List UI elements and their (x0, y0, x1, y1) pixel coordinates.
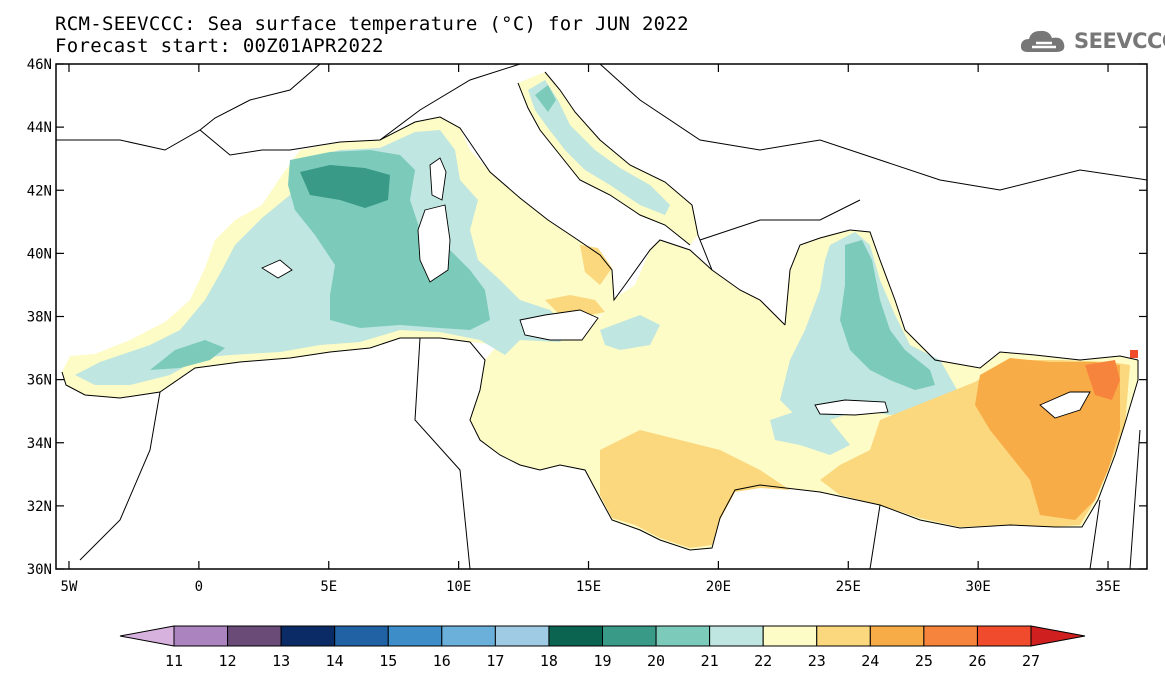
lon-tick-label: 5E (320, 579, 337, 595)
colorbar-swatch (655, 625, 711, 647)
colorbar-label: 22 (754, 652, 772, 670)
colorbar-swatch (602, 625, 657, 647)
coastline-africa (61, 337, 1139, 551)
island-crete (814, 399, 889, 416)
colorbar-label: 26 (968, 652, 986, 670)
colorbar-label: 14 (326, 652, 344, 670)
colorbar-swatch (709, 625, 764, 647)
border-balkans (599, 64, 1147, 191)
colorbar-swatch (387, 625, 443, 647)
border-levant (1089, 429, 1141, 569)
island-sicily (519, 309, 599, 341)
colorbar-label: 20 (647, 652, 665, 670)
coastline-north (56, 116, 786, 326)
sst-contour-20-21-balearic (150, 340, 225, 370)
colorbar-label: 25 (915, 652, 933, 670)
sst-contour-19-20-ligurian (300, 165, 390, 208)
border-morocco-algeria (79, 391, 161, 561)
colorbar-swatch (869, 625, 925, 647)
colorbar-swatch (976, 625, 1032, 647)
island-corsica (429, 157, 447, 201)
sst-contour-20-21-aegean (840, 240, 935, 390)
colorbar-swatch (227, 625, 282, 647)
border-greece-north (699, 199, 861, 241)
colorbar-label: 18 (540, 652, 558, 670)
colorbar-label: 15 (379, 652, 397, 670)
lon-tick-label: 15E (576, 579, 601, 595)
colorbar-swatch (548, 625, 603, 647)
lon-tick-label: 10E (446, 579, 471, 595)
lat-tick-label: 32N (27, 499, 52, 515)
sst-contour-23-24-naples (580, 245, 612, 285)
colorbar-swatch (494, 625, 550, 647)
colorbar-swatch (816, 625, 871, 647)
island-cyprus (1039, 391, 1091, 419)
sst-contour-21-22-south-aegean (770, 410, 850, 455)
coastline-greece (784, 229, 851, 326)
colorbar-label: 19 (593, 652, 611, 670)
lat-tick-label: 38N (27, 310, 52, 326)
lat-tick-label: 40N (27, 246, 52, 262)
lat-tick-label: 44N (27, 120, 52, 136)
lat-tick-label: 42N (27, 183, 52, 199)
coastlines-and-borders (56, 64, 1147, 569)
sst-contour-25-26-cyprus (1085, 360, 1120, 400)
logo-text: SEEVCCC (1074, 29, 1165, 53)
latitude-axis: 30N 32N 34N 36N 38N 40N 42N 44N 46N (27, 57, 1147, 578)
colorbar-lower-extension (119, 625, 175, 647)
sst-contour-20-21-north-adriatic (535, 85, 556, 112)
sst-contour-23-24-libya (600, 430, 790, 548)
longitude-axis: 5W 0 5E 10E 15E 20E 25E 30E 35E (61, 64, 1121, 595)
colorbar-swatch (280, 625, 336, 647)
lat-tick-label: 34N (27, 436, 52, 452)
colorbar-swatch (441, 625, 496, 647)
sst-hotspot-lebanon (1130, 350, 1138, 358)
lat-tick-label: 30N (27, 562, 52, 578)
colorbar-swatch (173, 625, 229, 647)
lon-tick-label: 20E (706, 579, 731, 595)
lat-tick-label: 46N (27, 57, 52, 73)
forecast-start-label: Forecast start: 00Z01APR2022 (55, 35, 384, 57)
lon-tick-label: 30E (966, 579, 991, 595)
sst-contour-23-24-tyrrhenian (545, 295, 605, 316)
chart-title: RCM-SEEVCCC: Sea surface temperature (°C… (55, 13, 689, 35)
colorbar-swatch (762, 625, 818, 647)
border-france-spain (199, 64, 321, 131)
colorbar-label: 27 (1022, 652, 1040, 670)
cloud-icon (1020, 30, 1065, 52)
island-sardinia (417, 204, 451, 283)
colorbar-label: 16 (433, 652, 451, 670)
lon-tick-label: 0 (195, 579, 203, 595)
colorbar-label: 12 (219, 652, 237, 670)
colorbar-label: 23 (808, 652, 826, 670)
islands (261, 157, 1091, 419)
seevccc-logo: SEEVCCC (1018, 26, 1165, 56)
border-libya-egypt (869, 504, 881, 569)
colorbar-label: 21 (701, 652, 719, 670)
coastline-adriatic-east (544, 71, 713, 271)
map-plot-area (56, 64, 1147, 569)
colorbar-swatch (334, 625, 389, 647)
lat-tick-label: 36N (27, 373, 52, 389)
colorbar-label: 11 (165, 652, 183, 670)
sst-contour-21-22-adriatic (528, 80, 670, 215)
border-alps (379, 64, 521, 141)
coastline-turkey (849, 229, 1139, 369)
border-algeria-tunisia (414, 337, 471, 569)
temperature-colorbar: 11 12 13 14 15 16 17 18 19 20 21 22 23 24 25 26 27 (119, 625, 1086, 670)
colorbar-swatch (923, 625, 978, 647)
colorbar-label: 17 (486, 652, 504, 670)
lon-tick-label: 35E (1095, 579, 1120, 595)
lon-tick-label: 5W (61, 579, 78, 595)
coastline-italy-west (517, 82, 691, 246)
island-mallorca (261, 259, 293, 279)
colorbar-upper-extension (1030, 625, 1086, 647)
colorbar-label: 24 (861, 652, 879, 670)
lon-tick-label: 25E (836, 579, 861, 595)
colorbar-label: 13 (272, 652, 290, 670)
sst-contour-21-22-ionian (600, 315, 660, 350)
